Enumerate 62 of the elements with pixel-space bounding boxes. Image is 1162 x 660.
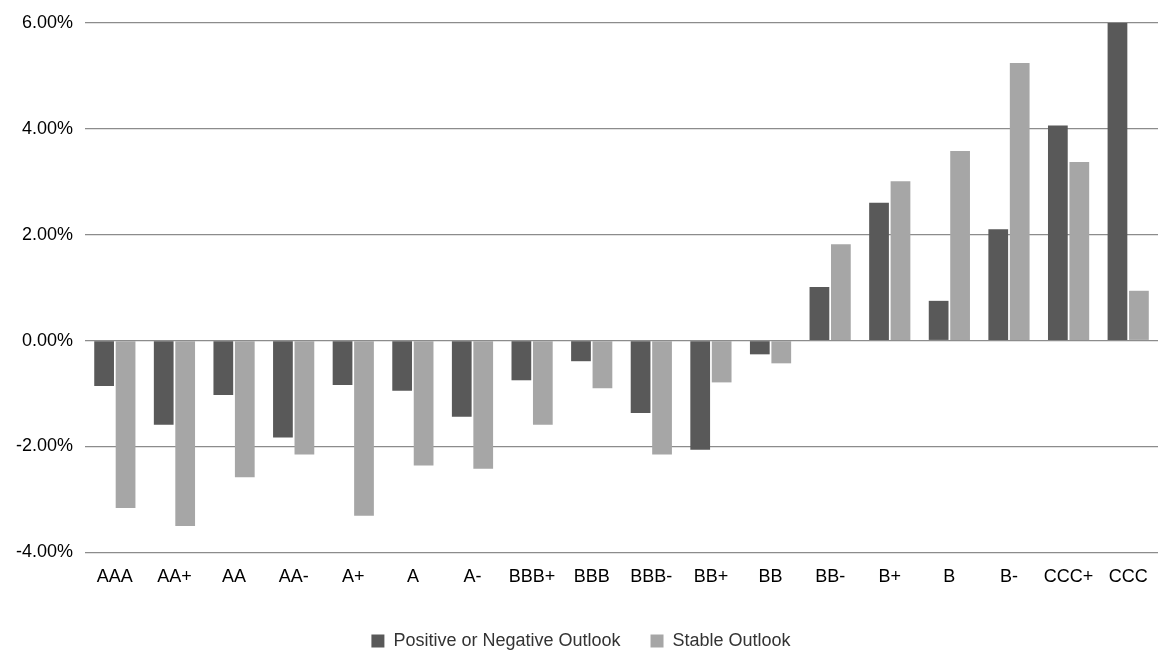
- bar: [652, 341, 672, 455]
- y-tick-label: -4.00%: [15, 541, 74, 562]
- bar: [950, 150, 970, 340]
- x-tick-label: BBB: [573, 566, 610, 587]
- bar: [630, 341, 651, 414]
- bar: [1129, 290, 1149, 340]
- y-tick-label: 0.00%: [21, 329, 74, 350]
- bar: [831, 244, 851, 340]
- x-tick-label: BBB-: [630, 566, 673, 587]
- bar: [213, 341, 234, 396]
- x-tick-label: A-: [463, 566, 482, 587]
- bar: [294, 341, 315, 455]
- x-tick-label: BB: [758, 566, 783, 587]
- bar: [153, 341, 174, 425]
- x-tick-label: AA+: [157, 566, 192, 587]
- bar: [94, 341, 114, 387]
- legend-label: Positive or Negative Outlook: [393, 629, 622, 650]
- x-tick-label: B: [943, 566, 956, 587]
- legend-label: Stable Outlook: [672, 629, 792, 650]
- x-tick-label: BB+: [693, 566, 729, 587]
- bar: [234, 341, 255, 478]
- bar: [1107, 22, 1128, 340]
- bar: [592, 341, 613, 389]
- bar: [332, 341, 353, 386]
- bar: [175, 341, 196, 526]
- x-tick-label: AAA: [96, 566, 133, 587]
- bar: [354, 341, 374, 516]
- x-tick-label: A+: [342, 566, 365, 587]
- bar: [115, 341, 136, 508]
- bar: [1069, 162, 1090, 340]
- x-tick-label: AA-: [278, 566, 309, 587]
- y-tick-label: 6.00%: [21, 11, 74, 32]
- bar: [928, 300, 949, 340]
- bar: [690, 341, 711, 450]
- bar: [890, 181, 911, 340]
- y-tick-label: 2.00%: [21, 223, 74, 244]
- bar: [869, 202, 889, 340]
- bar: [1047, 125, 1068, 340]
- bar: [413, 341, 434, 466]
- bar: [711, 341, 732, 383]
- x-tick-label: BB-: [815, 566, 846, 587]
- bar: [1009, 63, 1030, 340]
- bar: [473, 341, 494, 469]
- x-tick-label: A: [406, 566, 419, 587]
- x-tick-label: B-: [999, 566, 1018, 587]
- bar: [771, 341, 792, 364]
- x-tick-label: AA: [222, 566, 247, 587]
- bar: [571, 341, 591, 362]
- bar: [809, 287, 830, 340]
- bar: [749, 341, 770, 355]
- x-tick-label: CCC: [1108, 566, 1148, 587]
- x-tick-label: BBB+: [508, 566, 556, 587]
- x-tick-label: CCC+: [1043, 566, 1094, 587]
- x-tick-label: B+: [878, 566, 902, 587]
- y-tick-label: -2.00%: [15, 435, 74, 456]
- bar: [511, 341, 532, 381]
- bar: [273, 341, 293, 438]
- bar: [392, 341, 413, 391]
- y-tick-label: 4.00%: [21, 117, 74, 138]
- bar: [988, 229, 1009, 340]
- bar: [532, 341, 553, 425]
- bar: [451, 341, 472, 417]
